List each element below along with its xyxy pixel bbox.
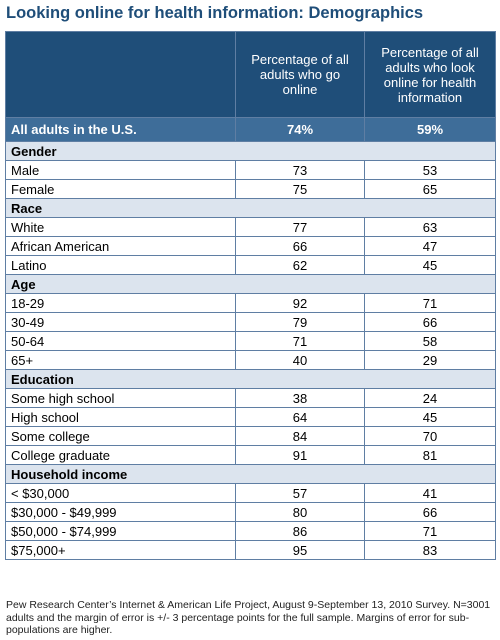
row-online-value: 77 xyxy=(235,217,365,237)
row-health-value: 47 xyxy=(364,236,496,256)
row-health-value: 71 xyxy=(364,293,496,313)
row-label: African American xyxy=(5,236,236,256)
section-header-row: Gender xyxy=(5,141,496,161)
row-health-value: 83 xyxy=(364,540,496,560)
table-row: High school 64 45 xyxy=(5,407,496,427)
row-label: Female xyxy=(5,179,236,199)
row-online-value: 57 xyxy=(235,483,365,503)
table-row: Male 73 53 xyxy=(5,160,496,180)
row-label: 30-49 xyxy=(5,312,236,332)
row-health-value: 66 xyxy=(364,312,496,332)
row-health-value: 63 xyxy=(364,217,496,237)
row-online-value: 80 xyxy=(235,502,365,522)
row-label: 65+ xyxy=(5,350,236,370)
row-label: Latino xyxy=(5,255,236,275)
row-online-value: 74% xyxy=(235,117,365,142)
row-label: White xyxy=(5,217,236,237)
row-label: $30,000 - $49,999 xyxy=(5,502,236,522)
row-online-value: 91 xyxy=(235,445,365,465)
row-label: 50-64 xyxy=(5,331,236,351)
table-row: African American 66 47 xyxy=(5,236,496,256)
row-label: 18-29 xyxy=(5,293,236,313)
row-health-value: 29 xyxy=(364,350,496,370)
row-online-value: 84 xyxy=(235,426,365,446)
row-health-value: 45 xyxy=(364,407,496,427)
table-row: $75,000+ 95 83 xyxy=(5,540,496,560)
table-row: < $30,000 57 41 xyxy=(5,483,496,503)
row-online-value: 66 xyxy=(235,236,365,256)
section-title: Household income xyxy=(5,464,496,484)
row-online-value: 64 xyxy=(235,407,365,427)
row-health-value: 24 xyxy=(364,388,496,408)
row-health-value: 41 xyxy=(364,483,496,503)
row-online-value: 75 xyxy=(235,179,365,199)
row-health-value: 65 xyxy=(364,179,496,199)
row-label: $50,000 - $74,999 xyxy=(5,521,236,541)
row-label: Some high school xyxy=(5,388,236,408)
row-health-value: 59% xyxy=(364,117,496,142)
row-online-value: 40 xyxy=(235,350,365,370)
table-row: Female 75 65 xyxy=(5,179,496,199)
table-row: White 77 63 xyxy=(5,217,496,237)
row-online-value: 62 xyxy=(235,255,365,275)
row-health-value: 71 xyxy=(364,521,496,541)
section-title: Education xyxy=(5,369,496,389)
row-label: College graduate xyxy=(5,445,236,465)
table-body: All adults in the U.S. 74% 59% Gender Mal… xyxy=(5,117,496,560)
table-row: Some college 84 70 xyxy=(5,426,496,446)
table-row: Latino 62 45 xyxy=(5,255,496,275)
table-row: $30,000 - $49,999 80 66 xyxy=(5,502,496,522)
row-label: < $30,000 xyxy=(5,483,236,503)
section-header-row: Education xyxy=(5,369,496,389)
row-health-value: 70 xyxy=(364,426,496,446)
row-health-value: 45 xyxy=(364,255,496,275)
table-row: 30-49 79 66 xyxy=(5,312,496,332)
header-online: Percentage of all adults who go online xyxy=(235,31,365,118)
row-online-value: 38 xyxy=(235,388,365,408)
table-row: College graduate 91 81 xyxy=(5,445,496,465)
row-label: Male xyxy=(5,160,236,180)
section-header-row: Household income xyxy=(5,464,496,484)
row-health-value: 58 xyxy=(364,331,496,351)
table-row: $50,000 - $74,999 86 71 xyxy=(5,521,496,541)
row-label: All adults in the U.S. xyxy=(5,117,236,142)
table-row: Some high school 38 24 xyxy=(5,388,496,408)
row-health-value: 53 xyxy=(364,160,496,180)
source-note: Pew Research Center’s Internet & America… xyxy=(6,599,491,636)
table-row: 50-64 71 58 xyxy=(5,331,496,351)
row-online-value: 79 xyxy=(235,312,365,332)
table-row: 18-29 92 71 xyxy=(5,293,496,313)
table-row: 65+ 40 29 xyxy=(5,350,496,370)
row-label: Some college xyxy=(5,426,236,446)
row-label: High school xyxy=(5,407,236,427)
row-online-value: 92 xyxy=(235,293,365,313)
row-online-value: 73 xyxy=(235,160,365,180)
section-header-row: Age xyxy=(5,274,496,294)
header-label-cell xyxy=(5,31,236,118)
demographics-table: Percentage of all adults who go online P… xyxy=(5,31,496,560)
header-health: Percentage of all adults who look online… xyxy=(364,31,496,118)
row-health-value: 81 xyxy=(364,445,496,465)
section-title: Age xyxy=(5,274,496,294)
row-label: $75,000+ xyxy=(5,540,236,560)
page-title: Looking online for health information: D… xyxy=(6,4,424,22)
row-online-value: 86 xyxy=(235,521,365,541)
row-online-value: 95 xyxy=(235,540,365,560)
section-header-row: Race xyxy=(5,198,496,218)
all-adults-row: All adults in the U.S. 74% 59% xyxy=(5,117,496,142)
row-online-value: 71 xyxy=(235,331,365,351)
section-title: Race xyxy=(5,198,496,218)
section-title: Gender xyxy=(5,141,496,161)
row-health-value: 66 xyxy=(364,502,496,522)
header-row: Percentage of all adults who go online P… xyxy=(5,31,496,118)
